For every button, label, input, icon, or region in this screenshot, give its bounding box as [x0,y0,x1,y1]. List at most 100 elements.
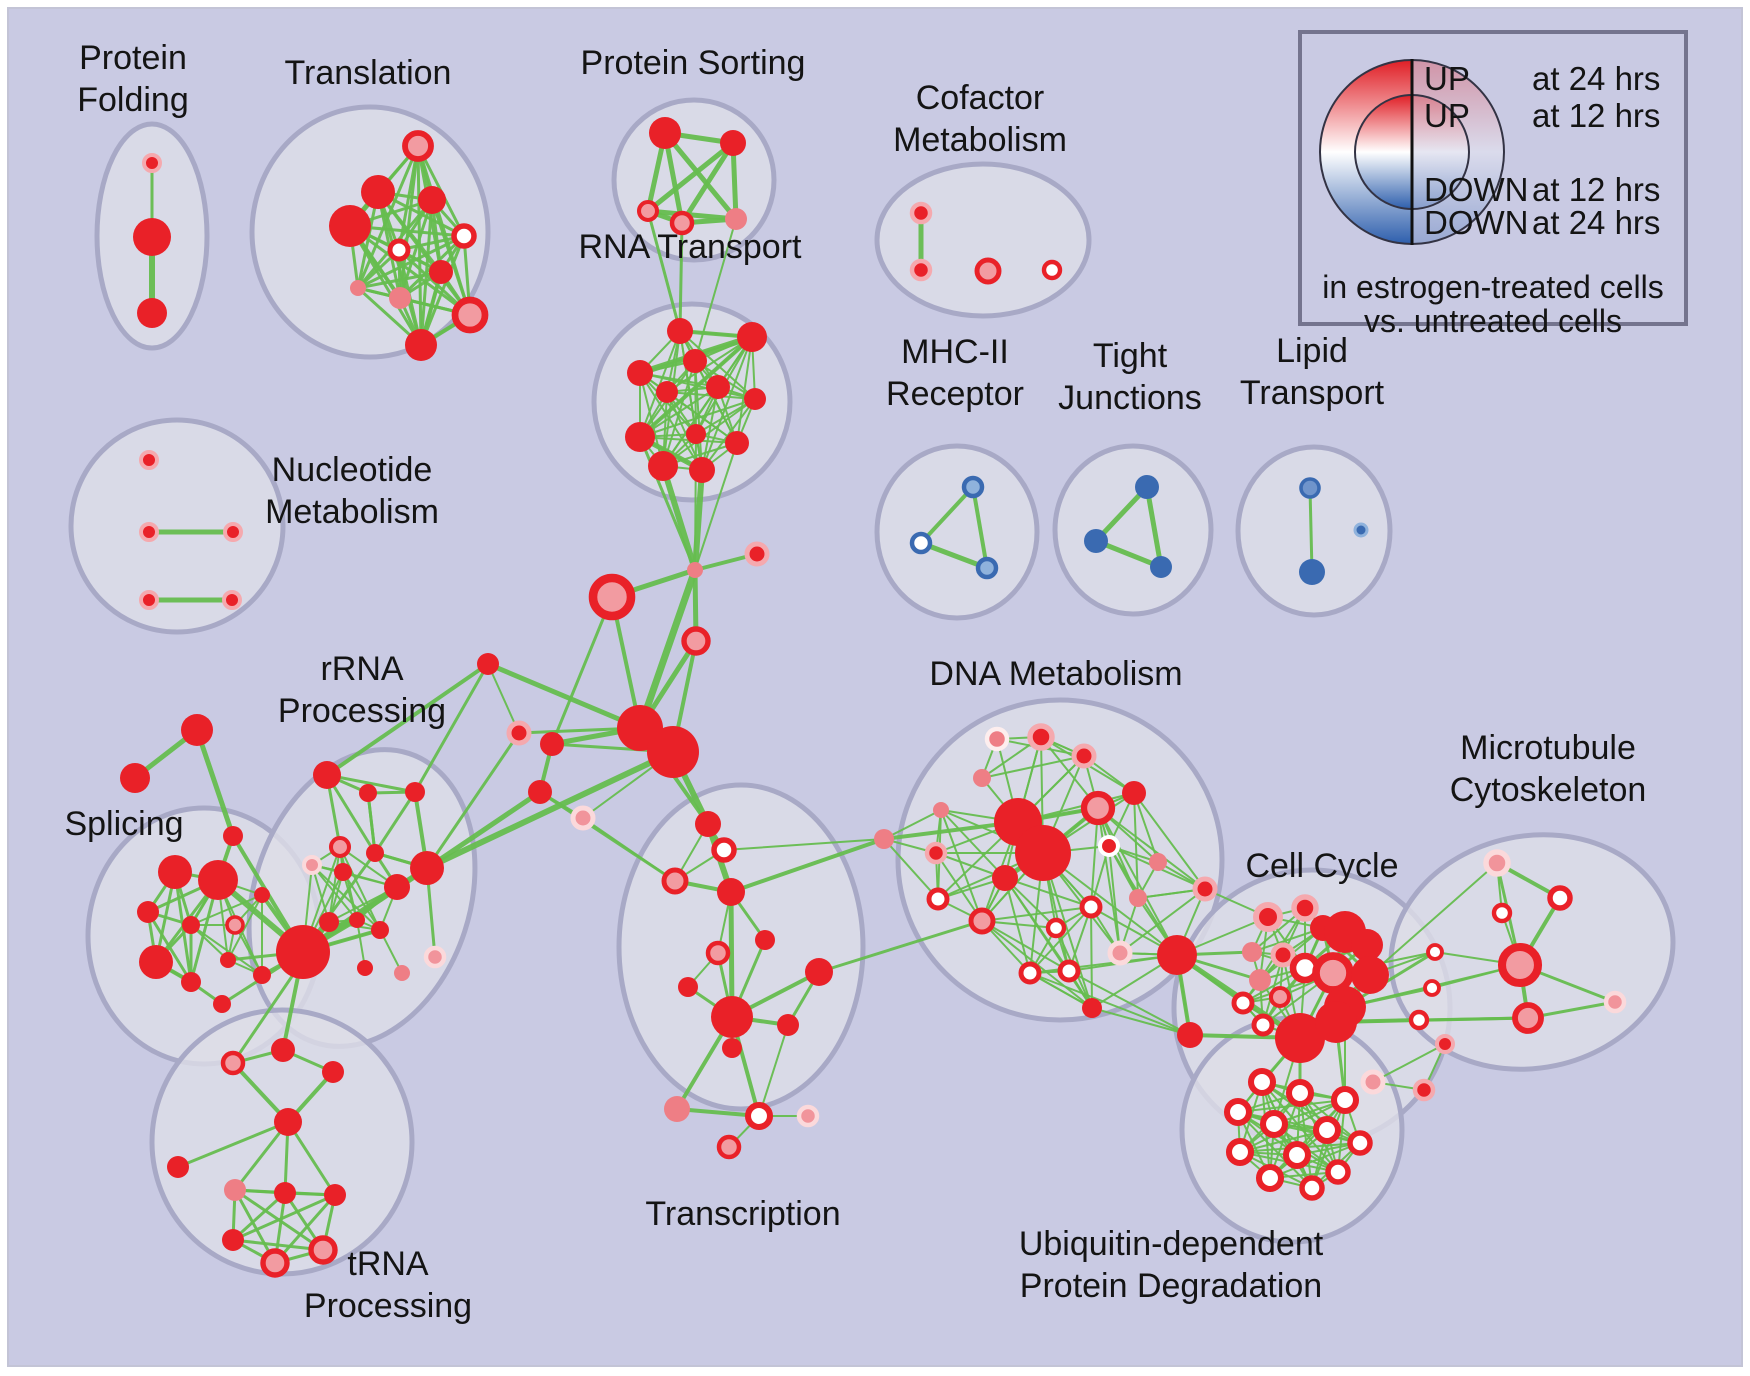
gene-node-cf1[interactable] [909,201,933,225]
gene-node-p1[interactable] [649,117,681,149]
gene-node-u10[interactable] [1325,1159,1351,1185]
gene-node-u4[interactable] [1223,1097,1253,1127]
gene-node-n9[interactable] [222,1229,244,1251]
gene-node-x1[interactable] [695,811,721,837]
gene-node-t5[interactable] [451,223,477,249]
gene-node-nu5[interactable] [222,590,242,610]
gene-node-e10[interactable] [1351,956,1389,994]
gene-node-d26[interactable] [1192,876,1218,902]
gene-node-d5[interactable] [1122,781,1146,805]
gene-node-lp1[interactable] [1299,477,1321,499]
gene-node-n4[interactable] [274,1108,302,1136]
gene-node-g7[interactable] [334,863,352,881]
gene-node-x10[interactable] [777,1014,799,1036]
gene-node-u2[interactable] [1285,1078,1315,1108]
gene-node-nu2[interactable] [139,522,159,542]
gene-node-c1b[interactable] [588,573,636,621]
gene-node-s3[interactable] [570,805,596,831]
gene-node-e16[interactable] [1275,1013,1325,1063]
gene-node-d2[interactable] [1027,723,1055,751]
gene-node-d3[interactable] [1071,743,1097,769]
gene-node-r5[interactable] [706,375,730,399]
gene-node-e18[interactable] [1360,1069,1386,1095]
gene-node-t4[interactable] [329,205,371,247]
gene-node-tj1[interactable] [1135,475,1159,499]
gene-node-t11[interactable] [405,329,437,361]
gene-node-sp9[interactable] [220,952,236,968]
gene-node-u6[interactable] [1312,1115,1342,1145]
gene-node-nu3[interactable] [223,522,243,542]
gene-node-a3[interactable] [223,826,243,846]
gene-node-r3[interactable] [683,349,707,373]
gene-node-mh1[interactable] [961,475,985,499]
gene-node-u1[interactable] [1247,1067,1277,1097]
gene-node-pf1[interactable] [142,153,162,173]
gene-node-e1[interactable] [1253,902,1283,932]
gene-node-u11[interactable] [1255,1163,1285,1193]
gene-node-d9[interactable] [924,841,948,865]
gene-node-e9[interactable] [1312,952,1354,994]
gene-node-d25[interactable] [1177,1022,1203,1048]
gene-node-d19[interactable] [1045,917,1067,939]
gene-node-d20[interactable] [1107,940,1133,966]
gene-node-u9[interactable] [1282,1140,1312,1170]
gene-node-pf3[interactable] [137,298,167,328]
gene-node-r12[interactable] [689,457,715,483]
gene-node-r4[interactable] [627,360,653,386]
gene-node-sp10[interactable] [253,966,271,984]
gene-node-p5[interactable] [725,208,747,230]
gene-node-d15[interactable] [926,887,950,911]
gene-node-g6[interactable] [366,844,384,862]
gene-node-m3[interactable] [1491,902,1513,924]
gene-node-r10[interactable] [725,431,749,455]
gene-node-r1[interactable] [667,318,693,344]
gene-node-b1[interactable] [874,829,894,849]
gene-node-u12[interactable] [1299,1175,1325,1201]
gene-node-t10[interactable] [451,296,489,334]
gene-node-r2[interactable] [737,322,767,352]
gene-node-n5[interactable] [167,1156,189,1178]
gene-node-nu1[interactable] [139,450,159,470]
gene-node-g9[interactable] [384,874,410,900]
gene-node-a1[interactable] [181,714,213,746]
gene-node-m7[interactable] [1408,1009,1430,1031]
gene-node-g11[interactable] [349,912,365,928]
gene-node-t2[interactable] [361,175,395,209]
gene-node-n10[interactable] [260,1248,290,1278]
gene-node-t8[interactable] [350,280,366,296]
gene-node-m4[interactable] [1497,942,1543,988]
gene-node-x8[interactable] [805,958,833,986]
gene-node-mh2[interactable] [909,531,933,555]
gene-node-e6[interactable] [1242,942,1262,962]
gene-node-x9[interactable] [711,996,753,1038]
gene-node-d24[interactable] [1082,998,1102,1018]
gene-node-g15[interactable] [394,965,410,981]
gene-node-x11[interactable] [722,1038,742,1058]
gene-node-g4[interactable] [328,835,352,859]
gene-node-g13[interactable] [423,945,447,969]
gene-node-n2[interactable] [271,1038,295,1062]
gene-node-p2[interactable] [720,130,746,156]
gene-node-e7[interactable] [1270,942,1296,968]
gene-node-p3[interactable] [636,199,660,223]
gene-node-m11[interactable] [1412,1078,1436,1102]
gene-node-p4[interactable] [669,210,695,236]
gene-node-t6[interactable] [387,238,411,262]
gene-node-sp1[interactable] [158,855,192,889]
gene-node-g1[interactable] [313,761,341,789]
gene-node-tj2[interactable] [1084,529,1108,553]
gene-node-n1[interactable] [220,1050,246,1076]
gene-node-e15[interactable] [1251,1013,1275,1037]
gene-node-nu4[interactable] [139,590,159,610]
gene-node-c2[interactable] [681,626,711,656]
gene-node-g14[interactable] [357,960,373,976]
gene-node-x12[interactable] [664,1096,690,1122]
gene-node-d1[interactable] [984,726,1010,752]
gene-node-d23[interactable] [1157,935,1197,975]
gene-node-u8[interactable] [1225,1137,1255,1167]
gene-node-x14[interactable] [796,1104,820,1128]
gene-node-tj3[interactable] [1150,556,1172,578]
gene-node-m2[interactable] [1547,885,1573,911]
gene-node-t3[interactable] [418,186,446,214]
gene-node-d6[interactable] [1080,790,1116,826]
